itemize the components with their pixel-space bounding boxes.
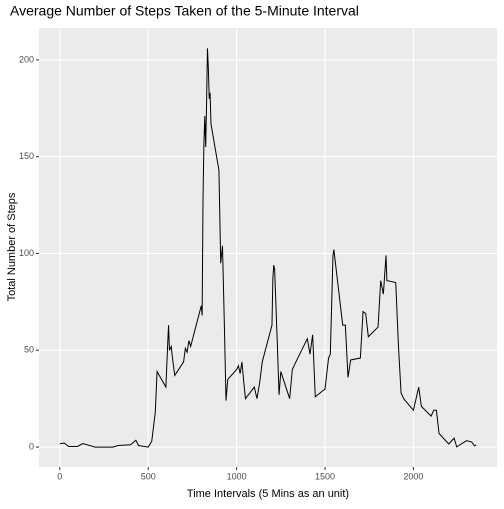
x-tick-label: 1000: [227, 471, 247, 481]
chart-title: Average Number of Steps Taken of the 5-M…: [10, 3, 359, 19]
y-tick-label: 150: [19, 151, 34, 161]
y-axis-label: Total Number of Steps: [6, 192, 18, 301]
y-tick-label: 200: [19, 54, 34, 64]
x-tick-label: 0: [57, 471, 62, 481]
x-tick-label: 2000: [403, 471, 423, 481]
line: [59, 48, 477, 448]
x-tick-label: 500: [141, 471, 156, 481]
y-tick-label: 0: [29, 441, 34, 451]
y-tick-label: 100: [19, 248, 34, 258]
y-tick-label: 50: [24, 345, 34, 355]
panel: [39, 28, 497, 467]
x-axis-label: Time Intervals (5 Mins as an unit): [187, 488, 349, 500]
x-tick-label: 1500: [315, 471, 335, 481]
